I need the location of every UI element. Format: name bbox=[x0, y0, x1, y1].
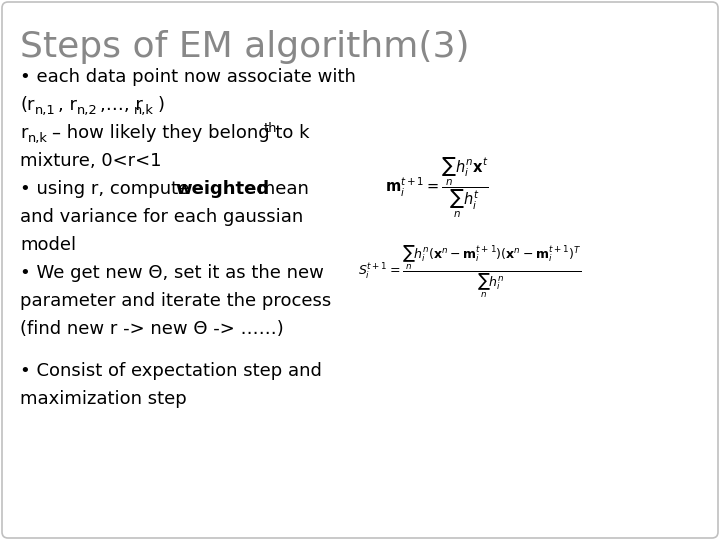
Text: Steps of EM algorithm(3): Steps of EM algorithm(3) bbox=[20, 30, 469, 64]
Text: n,k: n,k bbox=[28, 132, 48, 145]
Text: r: r bbox=[20, 124, 27, 142]
Text: mixture, 0<r<1: mixture, 0<r<1 bbox=[20, 152, 161, 170]
Text: n,2: n,2 bbox=[77, 104, 98, 117]
Text: model: model bbox=[20, 236, 76, 254]
Text: , r: , r bbox=[58, 96, 77, 114]
Text: mean: mean bbox=[252, 180, 309, 198]
Text: $\mathbf{m}_i^{t+1} = \dfrac{\sum_n h_i^n \mathbf{x}^t}{\sum_n h_i^t}$: $\mathbf{m}_i^{t+1} = \dfrac{\sum_n h_i^… bbox=[385, 156, 489, 220]
Text: weighted: weighted bbox=[175, 180, 269, 198]
Text: ,…, r: ,…, r bbox=[100, 96, 143, 114]
Text: maximization step: maximization step bbox=[20, 390, 186, 408]
Text: • Consist of expectation step and: • Consist of expectation step and bbox=[20, 362, 322, 380]
Text: th: th bbox=[264, 122, 277, 135]
Text: – how likely they belong to k: – how likely they belong to k bbox=[52, 124, 310, 142]
Text: n,1: n,1 bbox=[35, 104, 55, 117]
Text: • We get new Θ, set it as the new: • We get new Θ, set it as the new bbox=[20, 264, 324, 282]
Text: $S_i^{t+1} = \dfrac{\sum_n h_i^n (\mathbf{x}^n - \mathbf{m}_i^{t+1})(\mathbf{x}^: $S_i^{t+1} = \dfrac{\sum_n h_i^n (\mathb… bbox=[358, 244, 581, 300]
Text: (r: (r bbox=[20, 96, 35, 114]
Text: ): ) bbox=[158, 96, 165, 114]
Text: parameter and iterate the process: parameter and iterate the process bbox=[20, 292, 331, 310]
Text: n,k: n,k bbox=[134, 104, 154, 117]
Text: • using r, compute: • using r, compute bbox=[20, 180, 195, 198]
Text: • each data point now associate with: • each data point now associate with bbox=[20, 68, 356, 86]
Text: and variance for each gaussian: and variance for each gaussian bbox=[20, 208, 303, 226]
Text: (find new r -> new Θ -> ……): (find new r -> new Θ -> ……) bbox=[20, 320, 284, 338]
